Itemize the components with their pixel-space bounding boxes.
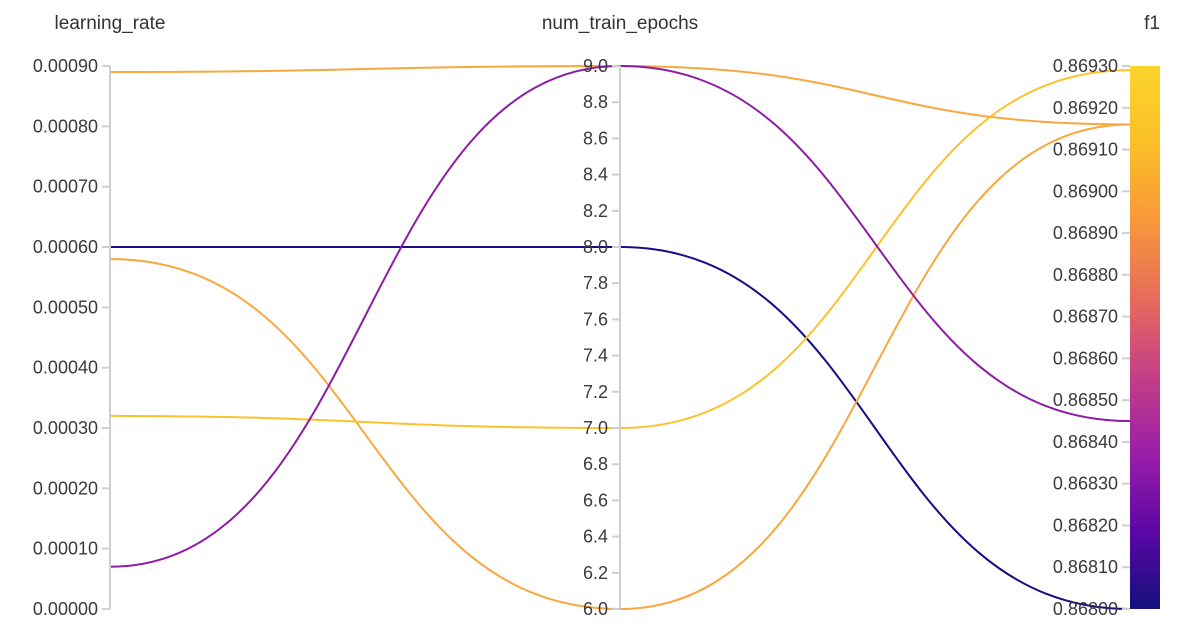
tick-label: 0.86810 xyxy=(1053,557,1118,577)
tick-label: 0.00020 xyxy=(33,478,98,498)
axis-f1[interactable]: f1 0.86800 0.86810 0.86820 0.86830 0.86840 0.8… xyxy=(1053,13,1160,619)
tick-label: 0.86840 xyxy=(1053,432,1118,452)
tick-label: 0.00040 xyxy=(33,358,98,378)
axis-title-f1: f1 xyxy=(1144,13,1160,34)
tick-label: 0.00070 xyxy=(33,177,98,197)
axis-title-num-train-epochs: num_train_epochs xyxy=(542,13,698,34)
tick-label: 8.8 xyxy=(583,92,608,112)
tick-label: 7.6 xyxy=(583,309,608,329)
tick-label: 8.6 xyxy=(583,128,608,148)
tick-label: 6.8 xyxy=(583,454,608,474)
tick-label: 0.00010 xyxy=(33,539,98,559)
tick-label: 7.4 xyxy=(583,346,608,366)
tick-label: 6.2 xyxy=(583,563,608,583)
tick-label: 7.8 xyxy=(583,273,608,293)
axis-learning-rate[interactable]: learning_rate 0.00000 0.00010 0.00020 0.0003… xyxy=(33,13,166,619)
tick-label: 0.00030 xyxy=(33,418,98,438)
tick-label: 8.4 xyxy=(583,165,608,185)
tick-label: 0.00090 xyxy=(33,56,98,76)
tick-label: 0.00050 xyxy=(33,297,98,317)
tick-label: 0.86870 xyxy=(1053,307,1118,327)
tick-label: 0.86890 xyxy=(1053,223,1118,243)
tick-label: 0.86800 xyxy=(1053,599,1118,619)
run-line-2[interactable] xyxy=(110,245,1131,610)
axes: learning_rate 0.00000 0.00010 0.00020 0.0003… xyxy=(33,13,1160,619)
run-line-4[interactable] xyxy=(109,69,1131,430)
tick-label: 6.0 xyxy=(583,599,608,619)
tick-label: 0.86900 xyxy=(1053,181,1118,201)
tick-label: 0.00000 xyxy=(33,599,98,619)
axis-num-train-epochs[interactable]: num_train_epochs 6.0 6.2 6.4 6.6 6.8 7.0 7.2 7.4… xyxy=(542,13,698,619)
tick-label: 0.86920 xyxy=(1053,98,1118,118)
tick-label: 7.0 xyxy=(583,418,608,438)
tick-label: 8.2 xyxy=(583,201,608,221)
tick-label: 7.2 xyxy=(583,382,608,402)
tick-label: 0.86850 xyxy=(1053,390,1118,410)
tick-label: 0.86820 xyxy=(1053,515,1118,535)
tick-label: 0.86830 xyxy=(1053,474,1118,494)
tick-label: 6.4 xyxy=(583,527,608,547)
tick-label: 0.86930 xyxy=(1053,56,1118,76)
tick-label: 0.86860 xyxy=(1053,348,1118,368)
tick-label: 8.0 xyxy=(583,237,608,257)
tick-label: 0.00080 xyxy=(33,116,98,136)
tick-label: 0.86880 xyxy=(1053,265,1118,285)
tick-label: 6.6 xyxy=(583,490,608,510)
tick-label: 0.00060 xyxy=(33,237,98,257)
tick-label: 9.0 xyxy=(583,56,608,76)
tick-label: 0.86910 xyxy=(1053,140,1118,160)
f1-color-bar[interactable] xyxy=(1130,66,1160,609)
axis-title-learning-rate: learning_rate xyxy=(55,13,166,34)
